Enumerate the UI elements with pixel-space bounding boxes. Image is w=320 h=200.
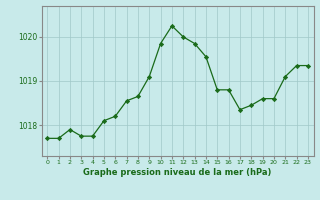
X-axis label: Graphe pression niveau de la mer (hPa): Graphe pression niveau de la mer (hPa): [84, 168, 272, 177]
